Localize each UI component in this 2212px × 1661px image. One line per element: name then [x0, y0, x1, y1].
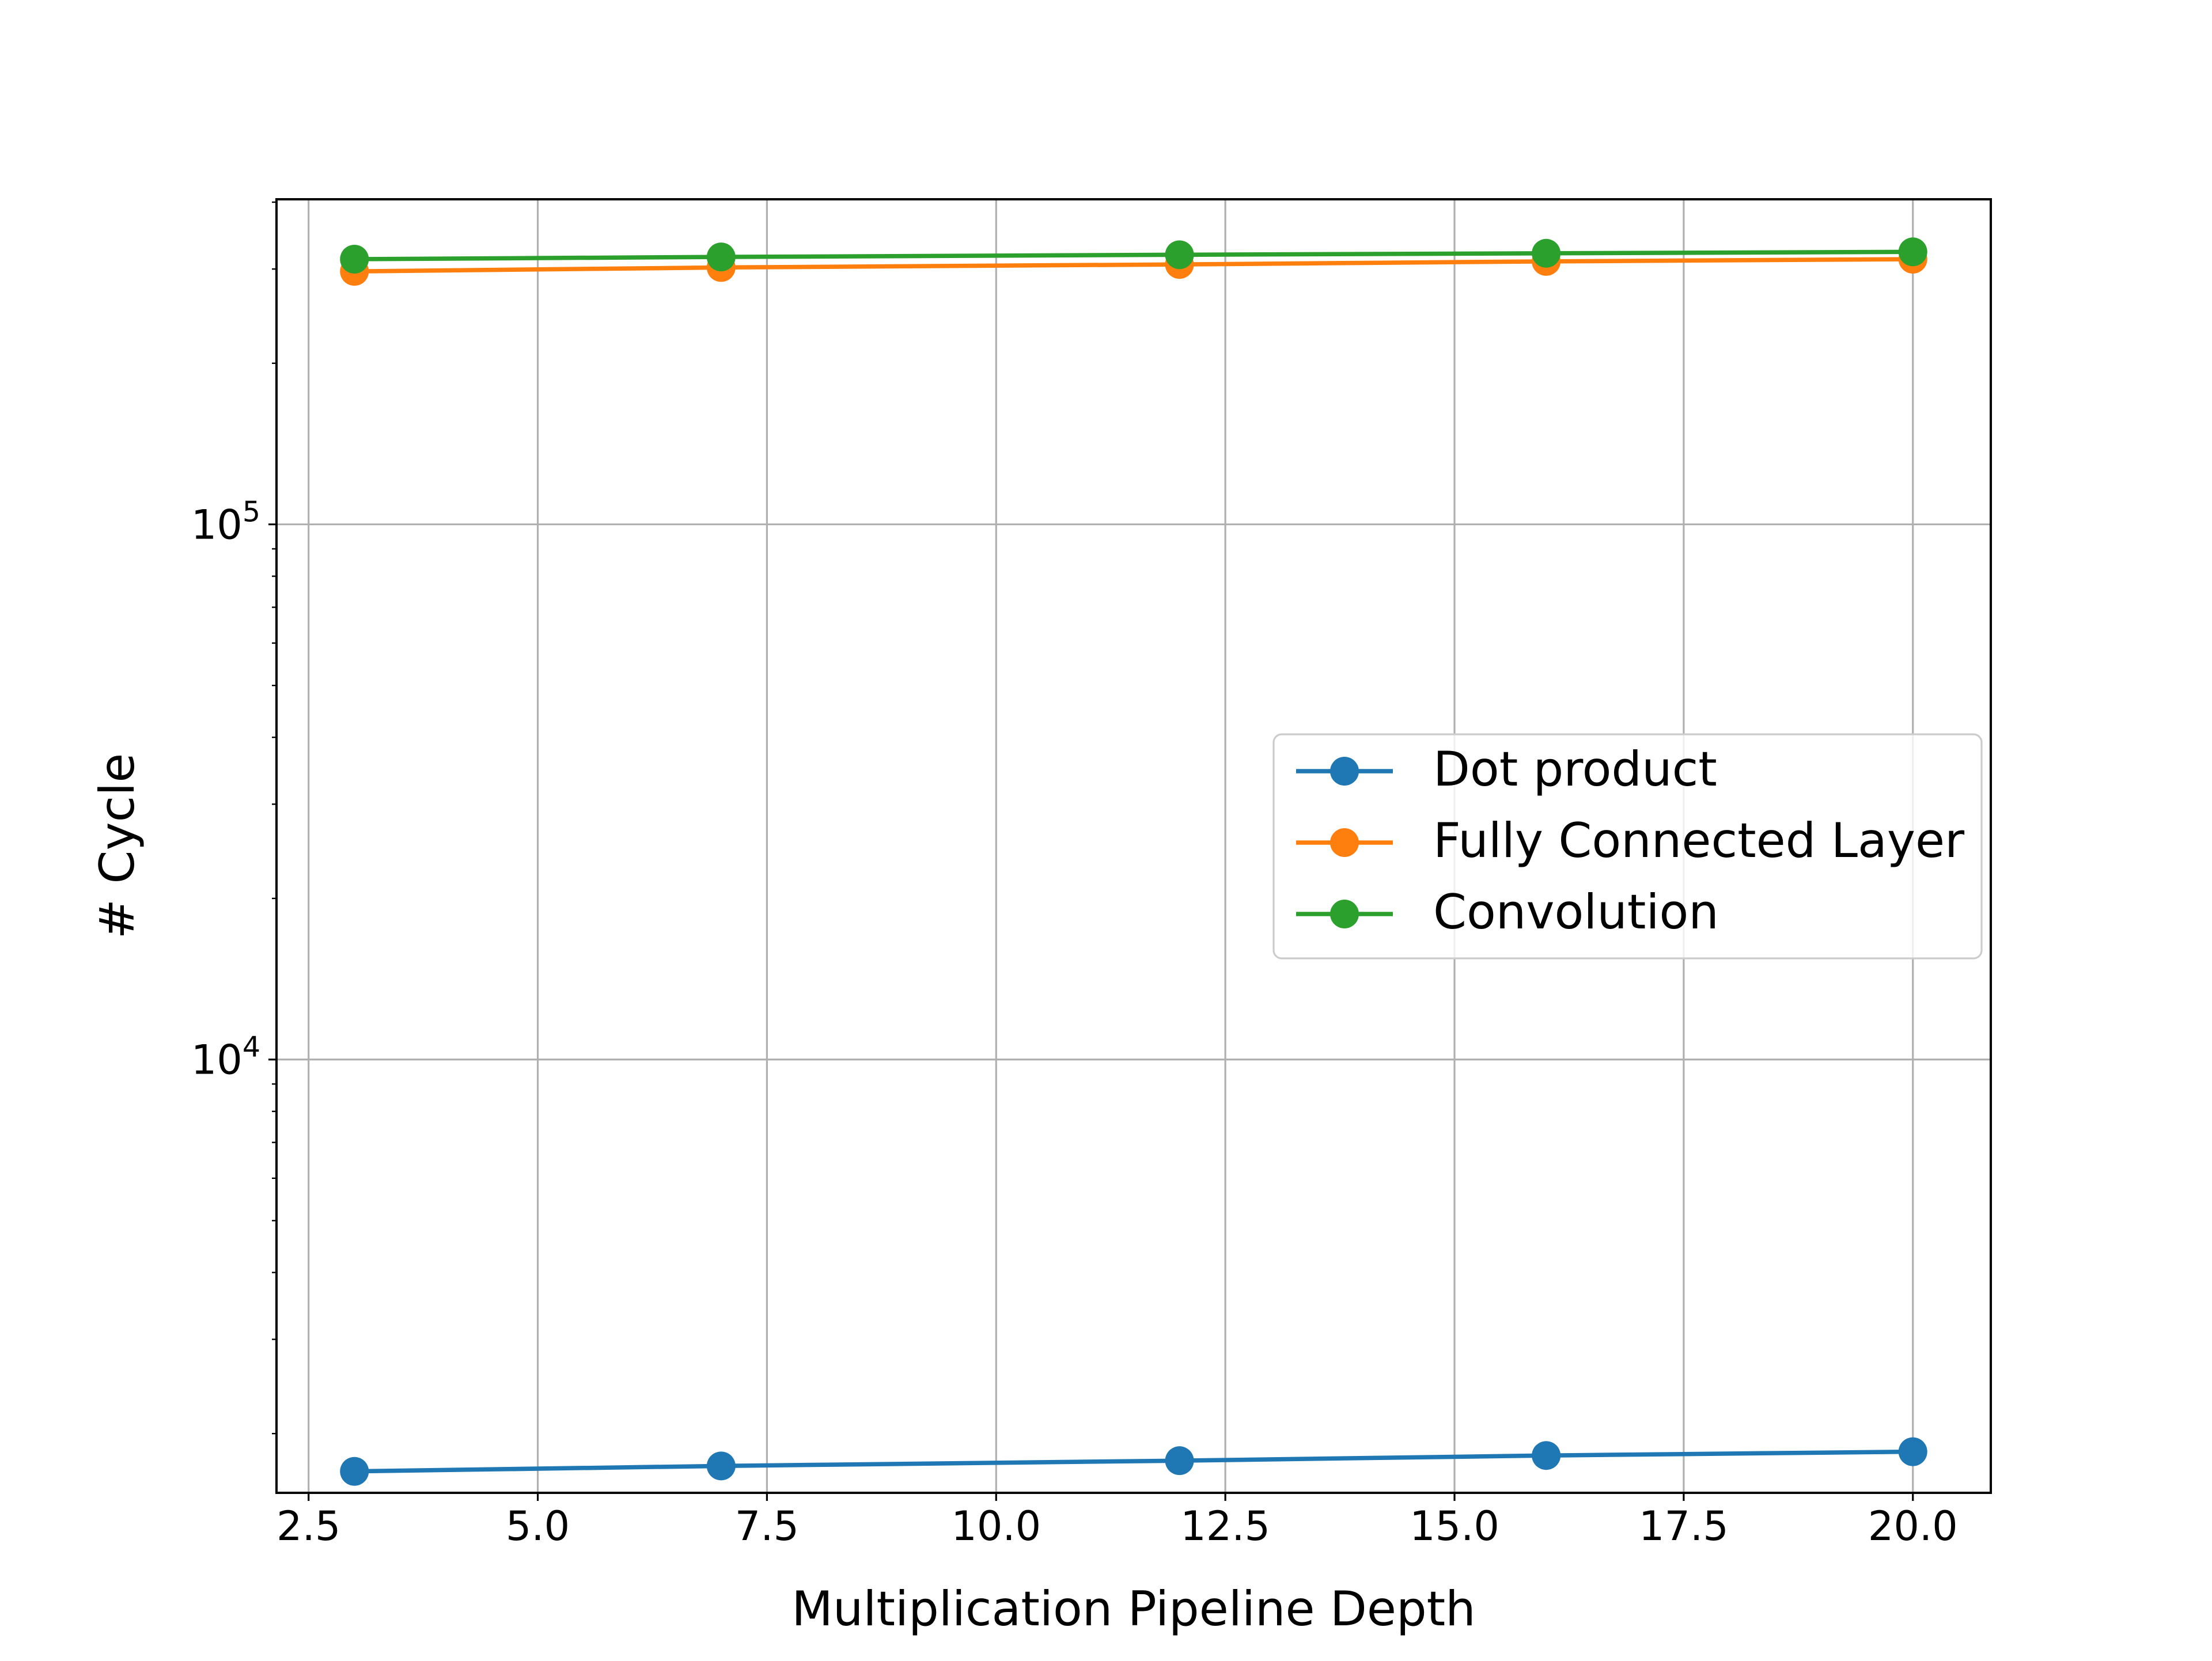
legend-swatch-marker [1330, 900, 1359, 928]
x-tick-label: 5.0 [506, 1503, 570, 1550]
y-tick-label-base: 10 [191, 1037, 243, 1084]
data-point [1532, 238, 1561, 268]
legend-label: Fully Connected Layer [1433, 813, 1965, 869]
data-point [706, 1451, 736, 1481]
legend-label: Dot product [1433, 741, 1717, 797]
y-tick-label-base: 10 [191, 501, 243, 548]
data-point [340, 244, 369, 274]
legend-swatch-marker [1330, 828, 1359, 857]
y-axis-label: # Cycle [89, 753, 145, 939]
x-tick-label: 17.5 [1639, 1503, 1729, 1550]
legend-label: Convolution [1433, 884, 1719, 940]
legend-box [1272, 733, 1983, 960]
data-point [1898, 237, 1927, 267]
x-tick-label: 12.5 [1180, 1503, 1270, 1550]
series-layer [340, 237, 1927, 1486]
data-point [1165, 1446, 1194, 1476]
x-axis-label: Multiplication Pipeline Depth [791, 1581, 1476, 1637]
plot-frame [275, 198, 1992, 1494]
legend: Dot product Fully Connected Layer Convolut… [1272, 733, 1983, 960]
data-point [1165, 240, 1194, 270]
data-point [1532, 1441, 1561, 1470]
y-tick-label: 105 [191, 495, 260, 548]
x-tick-label: 7.5 [735, 1503, 799, 1550]
y-tick-label: 104 [191, 1031, 260, 1084]
y-tick-label-exponent: 4 [243, 1031, 260, 1064]
data-point [706, 242, 736, 272]
y-tick-label-exponent: 5 [243, 495, 260, 528]
x-tick-label: 20.0 [1868, 1503, 1958, 1550]
data-point [1898, 1437, 1927, 1466]
x-tick-label: 10.0 [951, 1503, 1041, 1550]
data-point [340, 1457, 369, 1486]
x-tick-label: 15.0 [1410, 1503, 1499, 1550]
x-tick-label: 2.5 [276, 1503, 340, 1550]
legend-swatch-marker [1330, 757, 1359, 786]
